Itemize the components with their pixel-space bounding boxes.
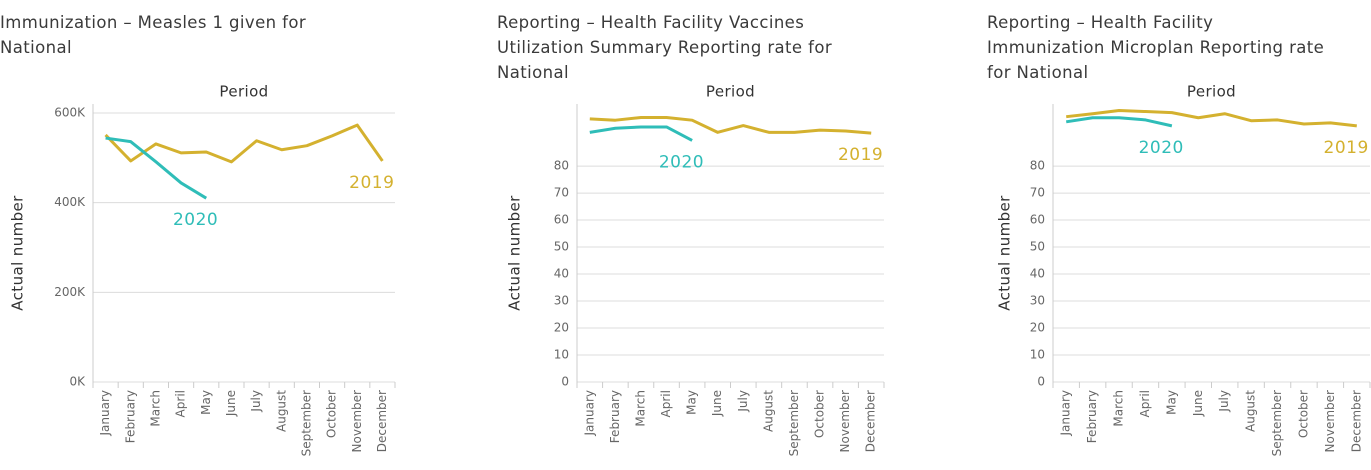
- y-tick-label: 0: [1037, 375, 1045, 389]
- series-label: 2020: [1139, 138, 1184, 158]
- x-tick-label: August: [761, 390, 775, 432]
- x-tick-label: November: [1323, 390, 1337, 452]
- x-tick-label: February: [608, 390, 622, 443]
- x-tick-label: November: [838, 390, 852, 452]
- chart-title: Reporting – Health Facility Immunization…: [987, 13, 1325, 82]
- series-line: [105, 136, 208, 200]
- x-tick-label: April: [1138, 390, 1152, 417]
- y-tick-label: 40: [554, 267, 569, 281]
- x-tick-label: March: [148, 390, 162, 427]
- x-tick-label: March: [1112, 390, 1126, 427]
- y-tick-label: 70: [554, 186, 569, 200]
- y-tick-label: 80: [1030, 159, 1045, 173]
- x-tick-label: November: [350, 390, 364, 452]
- x-axis-label: Period: [706, 83, 755, 101]
- y-tick-label: 40: [1030, 267, 1045, 281]
- y-tick-label: 0K: [69, 375, 86, 389]
- y-tick-label: 20: [554, 321, 569, 335]
- x-tick-label: December: [1349, 390, 1363, 452]
- x-tick-label: July: [1217, 390, 1231, 413]
- series-label: 2019: [349, 173, 394, 193]
- series-label: 2020: [659, 152, 704, 172]
- x-tick-label: May: [685, 390, 699, 415]
- x-tick-label: October: [813, 390, 827, 438]
- chart-title: Reporting – Health Facility Vaccines Uti…: [497, 13, 833, 82]
- series-label: 2019: [838, 145, 883, 165]
- y-tick-label: 10: [554, 348, 569, 362]
- chart-title: Immunization – Measles 1 given for Natio…: [0, 13, 307, 57]
- x-tick-label: August: [1244, 390, 1258, 432]
- x-tick-label: May: [199, 390, 213, 415]
- y-axis-label: Actual number: [9, 195, 27, 311]
- x-tick-label: May: [1164, 390, 1178, 415]
- x-tick-label: June: [1191, 390, 1205, 417]
- y-tick-label: 20: [1030, 321, 1045, 335]
- y-tick-label: 400K: [54, 195, 86, 209]
- x-tick-label: April: [174, 390, 188, 417]
- series-line: [589, 115, 872, 135]
- x-tick-label: January: [98, 390, 112, 437]
- x-tick-label: December: [375, 390, 389, 452]
- x-tick-label: July: [736, 390, 750, 413]
- series-line: [1066, 108, 1357, 128]
- x-tick-label: September: [1270, 390, 1284, 456]
- x-tick-label: October: [325, 390, 339, 438]
- y-tick-label: 50: [1030, 240, 1045, 254]
- y-axis-label: Actual number: [996, 195, 1014, 311]
- x-axis-label: Period: [219, 83, 268, 101]
- x-tick-label: August: [274, 390, 288, 432]
- x-tick-label: July: [249, 390, 263, 413]
- x-tick-label: October: [1296, 390, 1310, 438]
- x-tick-label: April: [659, 390, 673, 417]
- y-axis-label: Actual number: [506, 195, 524, 311]
- y-tick-label: 30: [554, 294, 569, 308]
- series-line: [104, 123, 384, 164]
- x-tick-label: June: [710, 390, 724, 417]
- series-line: [1065, 116, 1173, 128]
- x-tick-label: September: [299, 390, 313, 456]
- x-tick-label: February: [1085, 390, 1099, 443]
- y-tick-label: 70: [1030, 186, 1045, 200]
- x-tick-label: January: [582, 390, 596, 437]
- y-tick-label: 600K: [54, 105, 86, 119]
- y-tick-label: 10: [1030, 348, 1045, 362]
- y-tick-label: 0: [561, 375, 569, 389]
- x-tick-label: September: [787, 390, 801, 456]
- y-tick-label: 60: [554, 213, 569, 227]
- x-tick-label: January: [1059, 390, 1073, 437]
- x-tick-label: June: [224, 390, 238, 417]
- y-tick-label: 60: [1030, 213, 1045, 227]
- y-tick-label: 30: [1030, 294, 1045, 308]
- x-tick-label: February: [123, 390, 137, 443]
- series-line: [589, 125, 693, 142]
- x-axis-label: Period: [1187, 83, 1236, 101]
- x-tick-label: March: [633, 390, 647, 427]
- series-label: 2020: [173, 210, 218, 230]
- x-tick-label: December: [864, 390, 878, 452]
- y-tick-label: 80: [554, 159, 569, 173]
- y-tick-label: 200K: [54, 285, 86, 299]
- y-tick-label: 50: [554, 240, 569, 254]
- series-label: 2019: [1324, 138, 1369, 158]
